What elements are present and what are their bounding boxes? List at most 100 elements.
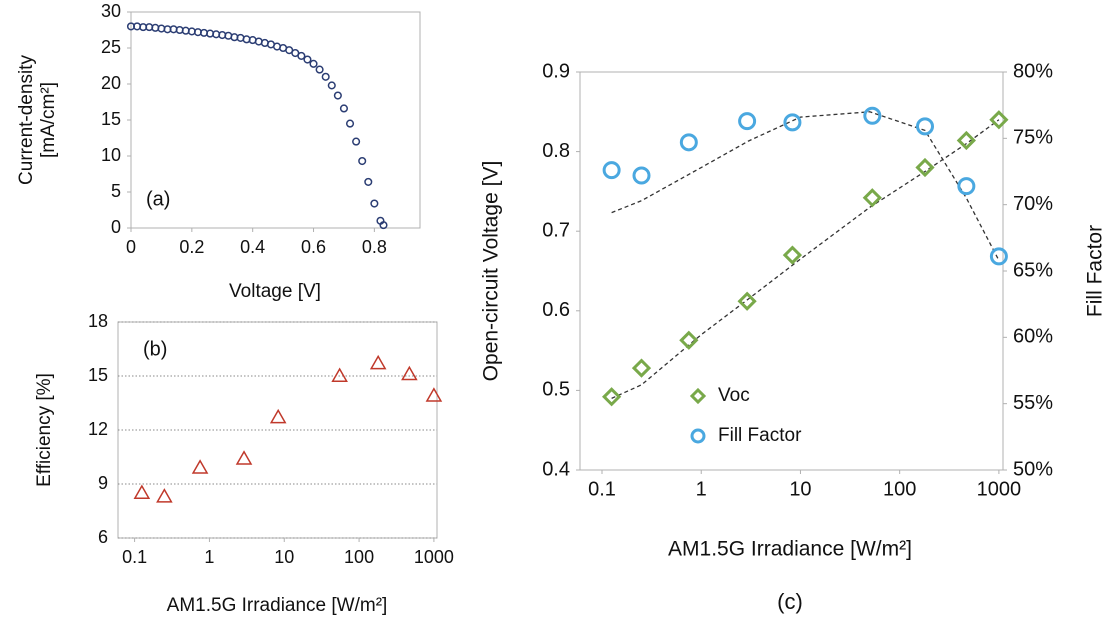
marker: [679, 133, 698, 152]
x-axis-label: AM1.5G Irradiance [W/m²]: [167, 595, 388, 616]
x-tick-label: 0.1: [122, 547, 147, 567]
marker: [782, 245, 803, 265]
marker: [957, 177, 976, 196]
panel-label: (c): [777, 589, 803, 614]
marker: [916, 117, 935, 136]
marker: [989, 110, 1009, 130]
x-tick-label: 100: [344, 547, 374, 567]
y-tick-label: 0.7: [542, 219, 570, 241]
y-tick-label: 9: [98, 473, 108, 493]
y-tick-label: 18: [88, 311, 108, 331]
panel-label: (b): [143, 338, 167, 360]
y-tick-label: 0.6: [542, 299, 570, 321]
x-tick-label: 0.6: [301, 237, 326, 257]
marker: [401, 365, 418, 381]
marker: [737, 291, 757, 311]
marker: [339, 104, 348, 113]
x-axis-label: AM1.5G Irradiance [W/m²]: [668, 538, 912, 561]
y-tick-label: 15: [101, 109, 121, 129]
x-tick-label: 10: [789, 478, 811, 500]
marker: [303, 55, 312, 64]
x-tick-label: 0.4: [240, 237, 265, 257]
y2-tick-label: 50%: [1013, 458, 1053, 480]
y-tick-label: 0: [111, 217, 121, 237]
y-tick-label: 25: [101, 37, 121, 57]
x-tick-label: 1: [204, 547, 214, 567]
legend-label: Voc: [718, 385, 750, 406]
y-axis-label: Open-circuit Voltage [V]: [480, 161, 503, 382]
marker: [602, 387, 622, 407]
y-axis-label-line: [mA/cm²]: [38, 82, 59, 158]
marker: [333, 91, 342, 100]
y2-tick-label: 60%: [1013, 326, 1053, 348]
y-tick-label: 0.4: [542, 458, 570, 480]
marker: [331, 367, 348, 382]
fit-line: [611, 111, 1000, 261]
panel-label: (a): [146, 188, 170, 210]
marker: [327, 81, 336, 90]
y-tick-label: 0.5: [542, 379, 570, 401]
marker: [989, 247, 1008, 266]
y-tick-label: 0.8: [542, 140, 570, 162]
fit-line: [611, 119, 1000, 399]
x-tick-label: 1000: [977, 478, 1022, 500]
marker: [133, 484, 151, 499]
marker: [679, 330, 699, 350]
marker: [309, 59, 318, 68]
marker: [297, 51, 306, 60]
marker: [364, 177, 373, 186]
y-axis-label: Current-density[mA/cm²]: [16, 55, 59, 185]
x-tick-label: 0.2: [179, 237, 204, 257]
y-tick-label: 5: [111, 181, 121, 201]
marker: [602, 161, 621, 180]
marker: [783, 113, 802, 132]
y2-axis-label: Fill Factor: [1084, 225, 1107, 317]
marker: [358, 156, 367, 166]
marker: [352, 137, 361, 146]
marker: [632, 166, 651, 185]
x-tick-label: 10: [274, 547, 294, 567]
y-axis-label: Efficiency [%]: [34, 373, 55, 487]
y-tick-label: 6: [98, 527, 108, 547]
marker: [156, 488, 173, 503]
x-axis-label: Voltage [V]: [229, 281, 321, 302]
marker: [915, 157, 935, 178]
marker: [235, 450, 253, 465]
y2-tick-label: 55%: [1013, 392, 1053, 414]
marker: [315, 65, 324, 74]
marker: [369, 354, 387, 370]
y2-tick-label: 70%: [1013, 193, 1053, 215]
y2-tick-label: 80%: [1013, 60, 1053, 82]
y-tick-label: 15: [88, 365, 108, 385]
y-axis-label-line: Current-density: [16, 55, 37, 185]
marker: [738, 112, 757, 131]
marker: [862, 188, 882, 208]
marker: [191, 459, 209, 474]
marker: [631, 358, 652, 378]
marker: [321, 72, 330, 81]
x-tick-label: 1: [696, 478, 707, 500]
marker: [956, 130, 976, 151]
x-tick-label: 0: [126, 237, 136, 257]
y-tick-label: 20: [101, 73, 121, 93]
y-tick-label: 30: [101, 1, 121, 21]
y-tick-label: 10: [101, 145, 121, 165]
marker: [863, 106, 882, 125]
plot-frame: [579, 71, 1004, 471]
legend-label: Fill Factor: [718, 425, 802, 446]
marker: [370, 199, 379, 208]
x-tick-label: 1000: [414, 547, 454, 567]
marker: [345, 119, 355, 128]
marker: [425, 387, 443, 402]
y-tick-label: 12: [88, 419, 108, 439]
y-tick-label: 0.9: [542, 60, 570, 82]
legend-marker: [689, 387, 707, 405]
y2-tick-label: 65%: [1013, 259, 1053, 281]
x-tick-label: 0.8: [362, 237, 387, 257]
x-tick-label: 0.1: [588, 478, 616, 500]
y2-tick-label: 75%: [1013, 127, 1053, 149]
legend-marker: [690, 428, 706, 444]
marker: [269, 408, 287, 424]
